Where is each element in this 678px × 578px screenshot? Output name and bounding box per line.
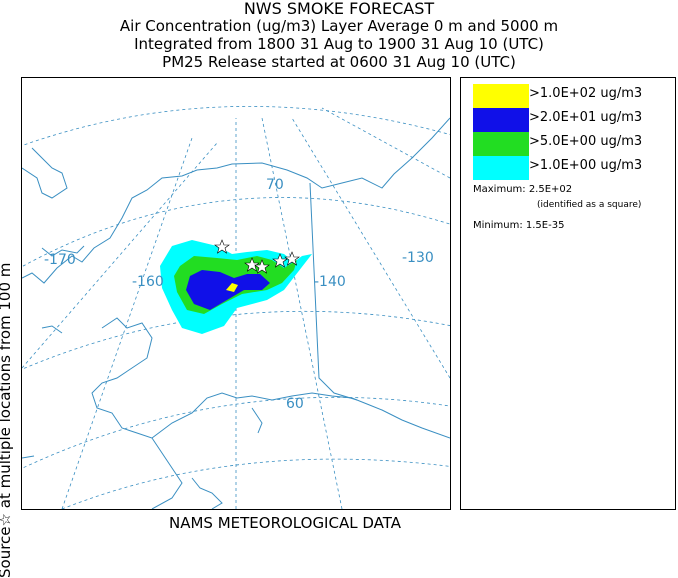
source-star-icon	[284, 251, 300, 266]
integration-period: Integrated from 1800 31 Aug to 1900 31 A…	[134, 35, 544, 53]
lon-label: -140	[314, 274, 346, 290]
lon-label: -170	[44, 252, 76, 268]
maximum-note: (identified as a square)	[537, 200, 642, 210]
islands	[22, 325, 263, 509]
legend-panel: >1.0E+02 ug/m3 >2.0E+01 ug/m3 >5.0E+00 u…	[460, 77, 676, 510]
smoke-plume	[160, 240, 312, 334]
legend-label: >5.0E+00 ug/m3	[529, 134, 643, 149]
alaska-coastline	[22, 117, 450, 509]
legend-swatch	[473, 132, 529, 156]
legend-item: >1.0E+02 ug/m3	[473, 84, 673, 108]
concentration-subtitle: Air Concentration (ug/m3) Layer Average …	[119, 17, 559, 35]
legend-label: >2.0E+01 ug/m3	[529, 110, 643, 125]
map-panel: -170 -160 -140 -130 70 60	[21, 77, 451, 510]
source-location-text: at multiple locations from 100 m	[0, 263, 14, 509]
legend-item: >2.0E+01 ug/m3	[473, 108, 673, 132]
lon-label: -160	[132, 274, 164, 290]
source-star-icon	[214, 239, 230, 254]
smoke-map: -170 -160 -140 -130 70 60	[22, 105, 450, 509]
source-star-icon	[272, 253, 288, 268]
lon-label: -130	[402, 250, 434, 266]
maximum-label: Maximum: 2.5E+02	[473, 184, 573, 195]
plume-yellow	[226, 283, 238, 292]
legend-swatch	[473, 156, 529, 180]
legend-item: >1.0E+00 ug/m3	[473, 156, 673, 180]
minimum-label: Minimum: 1.5E-35	[473, 220, 565, 231]
legend-item: >5.0E+00 ug/m3	[473, 132, 673, 156]
legend-swatch	[473, 108, 529, 132]
source-star-icon	[254, 259, 270, 274]
longitude-graticule	[22, 107, 450, 509]
meteorological-data-footer: NAMS METEOROLOGICAL DATA	[169, 514, 401, 532]
legend-swatch	[473, 84, 529, 108]
legend-label: >1.0E+02 ug/m3	[529, 86, 643, 101]
release-start: PM25 Release started at 0600 31 Aug 10 (…	[162, 53, 516, 71]
legend-label: >1.0E+00 ug/m3	[529, 158, 643, 173]
forecast-title: NWS SMOKE FORECAST	[243, 0, 435, 18]
source-markers	[214, 239, 300, 274]
lat-label: 60	[286, 396, 304, 412]
source-star-icon	[244, 257, 260, 272]
canada-border	[309, 182, 358, 401]
lat-label: 70	[266, 177, 284, 193]
source-word: Source	[0, 526, 14, 578]
plume-blue-east	[250, 274, 266, 286]
